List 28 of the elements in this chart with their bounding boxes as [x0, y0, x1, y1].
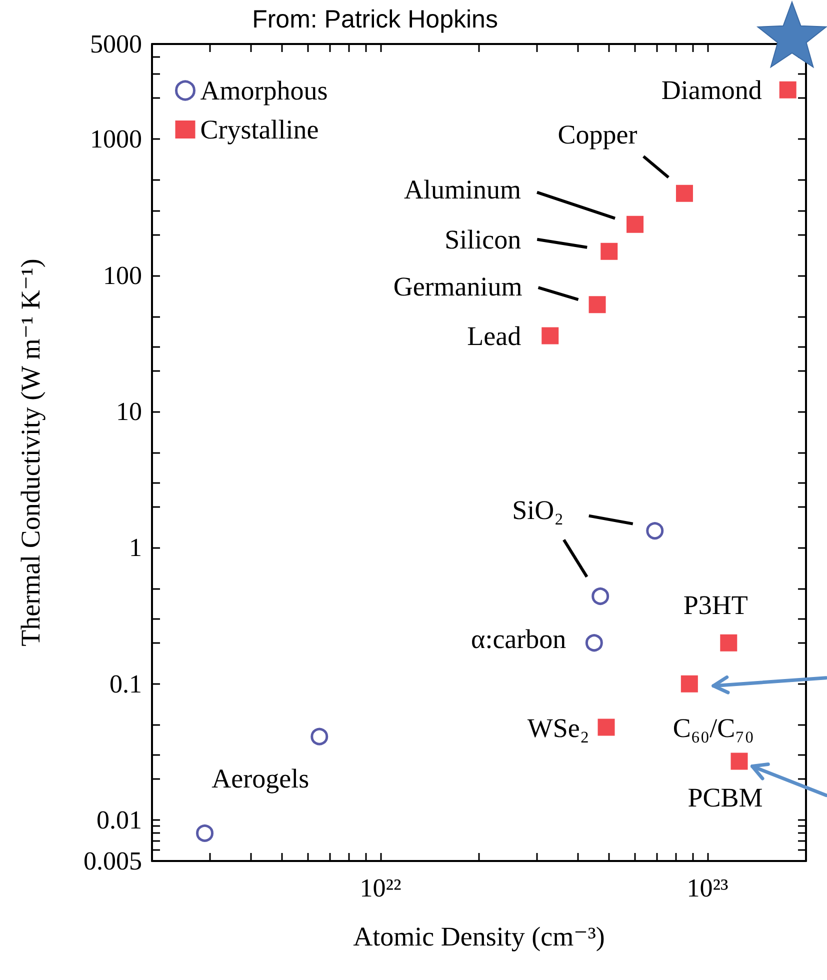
x-axis-title: Atomic Density (cm⁻³) — [353, 922, 605, 952]
y-tick-label: 1000 — [90, 124, 142, 154]
annotation: α:carbon — [471, 624, 567, 654]
legend-label: Crystalline — [200, 114, 319, 144]
y-tick-label: 5000 — [90, 30, 142, 58]
y-tick-label: 1 — [129, 533, 142, 562]
annotation: Lead — [467, 320, 522, 351]
annotation: P3HT — [683, 590, 748, 620]
annotation: Germanium — [393, 272, 522, 302]
annotation: Diamond — [661, 74, 762, 105]
annotation: Aluminum — [404, 174, 522, 204]
annotation: Aerogels — [212, 764, 310, 794]
annotation: PCBM — [688, 782, 763, 812]
x-tick-label: 10²² — [360, 874, 402, 902]
y-tick-label: 0.01 — [96, 806, 142, 835]
annotation: C₆₀/C₇₀ — [672, 712, 754, 743]
x-tick-label: 10²³ — [686, 874, 729, 902]
annotation: SiO₂ — [512, 494, 564, 525]
chart-title: From: Patrick Hopkins — [252, 6, 498, 34]
annotation: WSe₂ — [527, 713, 590, 744]
legend-label: Amorphous — [200, 76, 328, 106]
annotation: Copper — [558, 119, 638, 150]
y-tick-label: 0.005 — [84, 846, 142, 876]
y-axis-title: Thermal Conductivity (W m⁻¹ K⁻¹) — [16, 258, 46, 646]
y-tick-label: 100 — [103, 260, 142, 290]
annotation: Silicon — [444, 224, 522, 254]
y-tick-label: 0.1 — [110, 669, 142, 698]
y-tick-label: 10 — [116, 397, 142, 426]
